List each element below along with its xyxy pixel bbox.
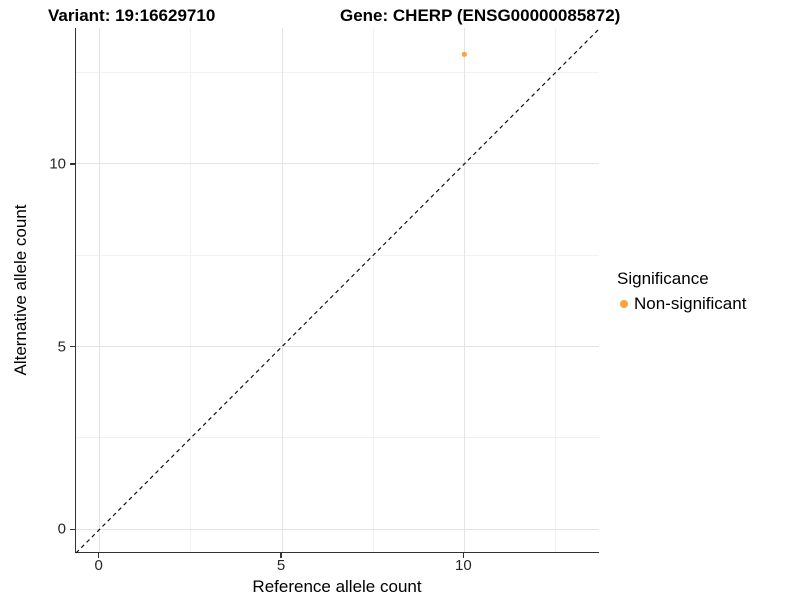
y-tick-mark (70, 163, 75, 165)
plot-panel (75, 27, 601, 554)
major-gridline (76, 163, 599, 165)
major-gridline (76, 346, 599, 348)
y-tick-label: 0 (57, 520, 66, 538)
legend-entry: Non-significant (617, 294, 746, 314)
legend-title: Significance (617, 269, 709, 288)
data-point (461, 51, 467, 57)
major-gridline (99, 28, 101, 552)
minor-gridline (190, 28, 192, 552)
y-axis-title: Alternative allele count (11, 204, 30, 376)
legend: Significance Non-significant (617, 269, 746, 314)
x-tick-label: 0 (94, 557, 103, 574)
minor-gridline (76, 254, 599, 256)
major-gridline (281, 28, 283, 552)
y-tick-mark (70, 345, 75, 348)
major-gridline (76, 528, 599, 530)
y-tick-label: 5 (57, 338, 66, 356)
minor-gridline (555, 28, 556, 552)
plot-title-variant: Variant: 19:16629710 (48, 6, 216, 25)
minor-gridline (76, 72, 599, 74)
legend-entry-label: Non-significant (634, 294, 747, 313)
y-tick-label: 10 (49, 155, 66, 173)
x-tick-mark (98, 553, 100, 558)
x-tick-label: 10 (455, 557, 472, 574)
major-gridline (463, 28, 465, 552)
minor-gridline (372, 28, 374, 552)
y-tick-mark (70, 528, 75, 530)
identity-line (75, 27, 601, 554)
x-tick-label: 5 (276, 557, 286, 574)
minor-gridline (76, 437, 599, 439)
legend-point-icon (620, 300, 628, 308)
x-tick-mark (462, 553, 465, 558)
plot-layer (75, 27, 601, 554)
plot-title-gene: Gene: CHERP (ENSG00000085872) (340, 6, 621, 25)
x-tick-mark (280, 553, 282, 558)
x-axis-title: Reference allele count (252, 577, 422, 596)
